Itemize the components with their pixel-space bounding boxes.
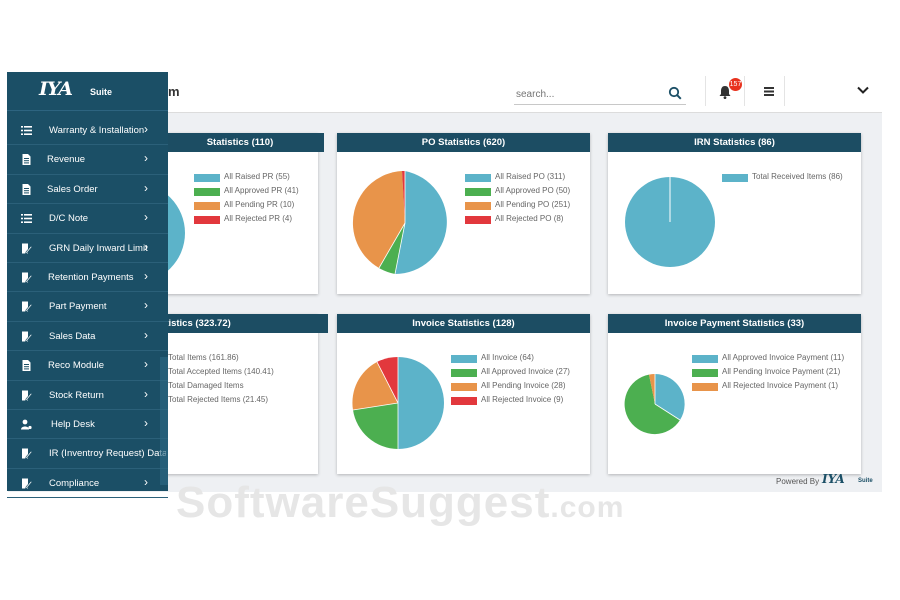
- sidebar-item-sales-data[interactable]: Sales Data ›: [7, 322, 168, 352]
- sidebar-item-label: D/C Note: [49, 213, 89, 225]
- chevron-right-icon: ›: [144, 327, 148, 342]
- powered-by-text: Powered By: [776, 477, 820, 486]
- notification-badge: 157: [729, 78, 742, 91]
- sidebar-item-compliance[interactable]: Compliance ›: [7, 469, 168, 499]
- card-title: atistics (323.72): [150, 314, 328, 333]
- sidebar-item-reco-module[interactable]: Reco Module ›: [7, 351, 168, 381]
- po-pie-chart: [352, 170, 447, 275]
- irn-pie-chart: [625, 177, 715, 267]
- watermark-main: SoftwareSuggest: [176, 478, 551, 527]
- pr-statistics-card: Statistics (110) All Raised PR (55) All …: [150, 133, 324, 294]
- document-edit-icon: [22, 478, 32, 489]
- document-edit-icon: [22, 272, 32, 283]
- sidebar-item-label: GRN Daily Inward Limit: [49, 242, 148, 254]
- card-title: Statistics (110): [150, 133, 324, 152]
- footer-logo: IYA: [822, 472, 845, 486]
- sidebar-item-sales-order[interactable]: Sales Order ›: [7, 175, 168, 205]
- divider: [705, 76, 706, 106]
- sidebar-item-label: Reco Module: [48, 360, 104, 372]
- sidebar-item-revenue[interactable]: Revenue ›: [7, 145, 168, 175]
- document-edit-icon: [22, 243, 32, 254]
- sidebar-item-label: Warranty & Installation: [49, 125, 145, 136]
- invoice-payment-pie-chart: [624, 374, 685, 435]
- card-title: Invoice Payment Statistics (33): [608, 314, 861, 333]
- sidebar-item-label: Stock Return: [49, 389, 104, 401]
- list-icon: [21, 214, 32, 224]
- invoice-payment-statistics-card: Invoice Payment Statistics (33) All Appr…: [608, 314, 861, 474]
- sidebar-item-label: Sales Data: [49, 330, 96, 342]
- chevron-right-icon: ›: [144, 298, 148, 313]
- document-icon: [22, 360, 31, 372]
- list-view-icon[interactable]: [762, 84, 776, 98]
- sidebar-item-label: Sales Order: [47, 183, 98, 195]
- search-box: [514, 84, 686, 105]
- sidebar-item-label: Help Desk: [51, 418, 95, 430]
- chevron-right-icon: ›: [144, 357, 148, 372]
- po-statistics-card: PO Statistics (620) All Raised PO (311) …: [337, 133, 590, 294]
- document-edit-icon: [22, 390, 32, 401]
- card-title: PO Statistics (620): [337, 133, 590, 152]
- sidebar-item-label: Revenue: [47, 154, 86, 166]
- grn-statistics-card: atistics (323.72) Total Items (161.86) T…: [138, 314, 328, 474]
- sidebar: IYA Suite Warranty & Installation › Reve…: [7, 72, 168, 499]
- watermark: SoftwareSuggest.com: [176, 478, 624, 528]
- sidebar-item-part-payment[interactable]: Part Payment ›: [7, 292, 168, 322]
- sidebar-item-retention-payments[interactable]: Retention Payments ›: [7, 263, 168, 293]
- page-title: m: [168, 84, 180, 99]
- invoice-statistics-card: Invoice Statistics (128) All Invoice (64…: [337, 314, 590, 474]
- document-edit-icon: [22, 448, 32, 460]
- chevron-right-icon: ›: [144, 210, 148, 225]
- sidebar-item-ir-inventory-request-data[interactable]: IR (Inventroy Request) Data: [7, 439, 168, 469]
- chevron-right-icon: ›: [144, 122, 148, 136]
- sidebar-item-stock-return[interactable]: Stock Return ›: [7, 381, 168, 410]
- watermark-domain: .com: [550, 491, 625, 524]
- footer-logo-suite: Suite: [858, 478, 873, 484]
- search-icon[interactable]: [668, 86, 682, 100]
- sidebar-item-label: Compliance: [49, 477, 100, 489]
- chevron-down-icon[interactable]: [856, 83, 870, 97]
- sidebar-item-dc-note[interactable]: D/C Note ›: [7, 204, 168, 234]
- chevron-right-icon: ›: [144, 239, 148, 254]
- sidebar-nav: Warranty & Installation › Revenue › Sale…: [7, 116, 168, 499]
- search-input[interactable]: [514, 85, 658, 104]
- document-icon: [22, 183, 31, 195]
- invoice-pie-chart: [352, 356, 444, 449]
- sidebar-item-grn-daily-inward-limit[interactable]: GRN Daily Inward Limit ›: [7, 234, 168, 263]
- sidebar-item-label: IR (Inventroy Request) Data: [49, 448, 166, 460]
- sidebar-item-warranty-installation[interactable]: Warranty & Installation ›: [7, 116, 168, 146]
- sidebar-scrollbar[interactable]: [160, 357, 168, 485]
- divider: [744, 76, 745, 106]
- logo-text: IYA: [39, 78, 73, 100]
- chevron-right-icon: ›: [144, 474, 148, 489]
- irn-statistics-card: IRN Statistics (86) Total Received Items…: [608, 133, 861, 294]
- logo-suite: Suite: [90, 87, 113, 97]
- document-edit-icon: [22, 331, 32, 342]
- document-icon: [22, 154, 31, 166]
- card-title: Invoice Statistics (128): [337, 314, 590, 333]
- chevron-right-icon: ›: [144, 268, 148, 283]
- card-title: IRN Statistics (86): [608, 133, 861, 152]
- document-edit-icon: [22, 301, 32, 313]
- list-icon: [21, 126, 32, 135]
- bell-icon[interactable]: [718, 84, 732, 100]
- user-gear-icon: [21, 419, 32, 430]
- sidebar-item-label: Part Payment: [49, 301, 107, 313]
- chevron-right-icon: ›: [144, 180, 148, 195]
- chevron-right-icon: ›: [144, 151, 148, 166]
- chevron-right-icon: ›: [144, 386, 148, 401]
- sidebar-item-label: Retention Payments: [48, 271, 134, 283]
- logo[interactable]: IYA Suite: [7, 72, 168, 111]
- chevron-right-icon: ›: [144, 415, 148, 430]
- sidebar-item-help-desk[interactable]: Help Desk ›: [7, 410, 168, 440]
- divider: [784, 76, 785, 106]
